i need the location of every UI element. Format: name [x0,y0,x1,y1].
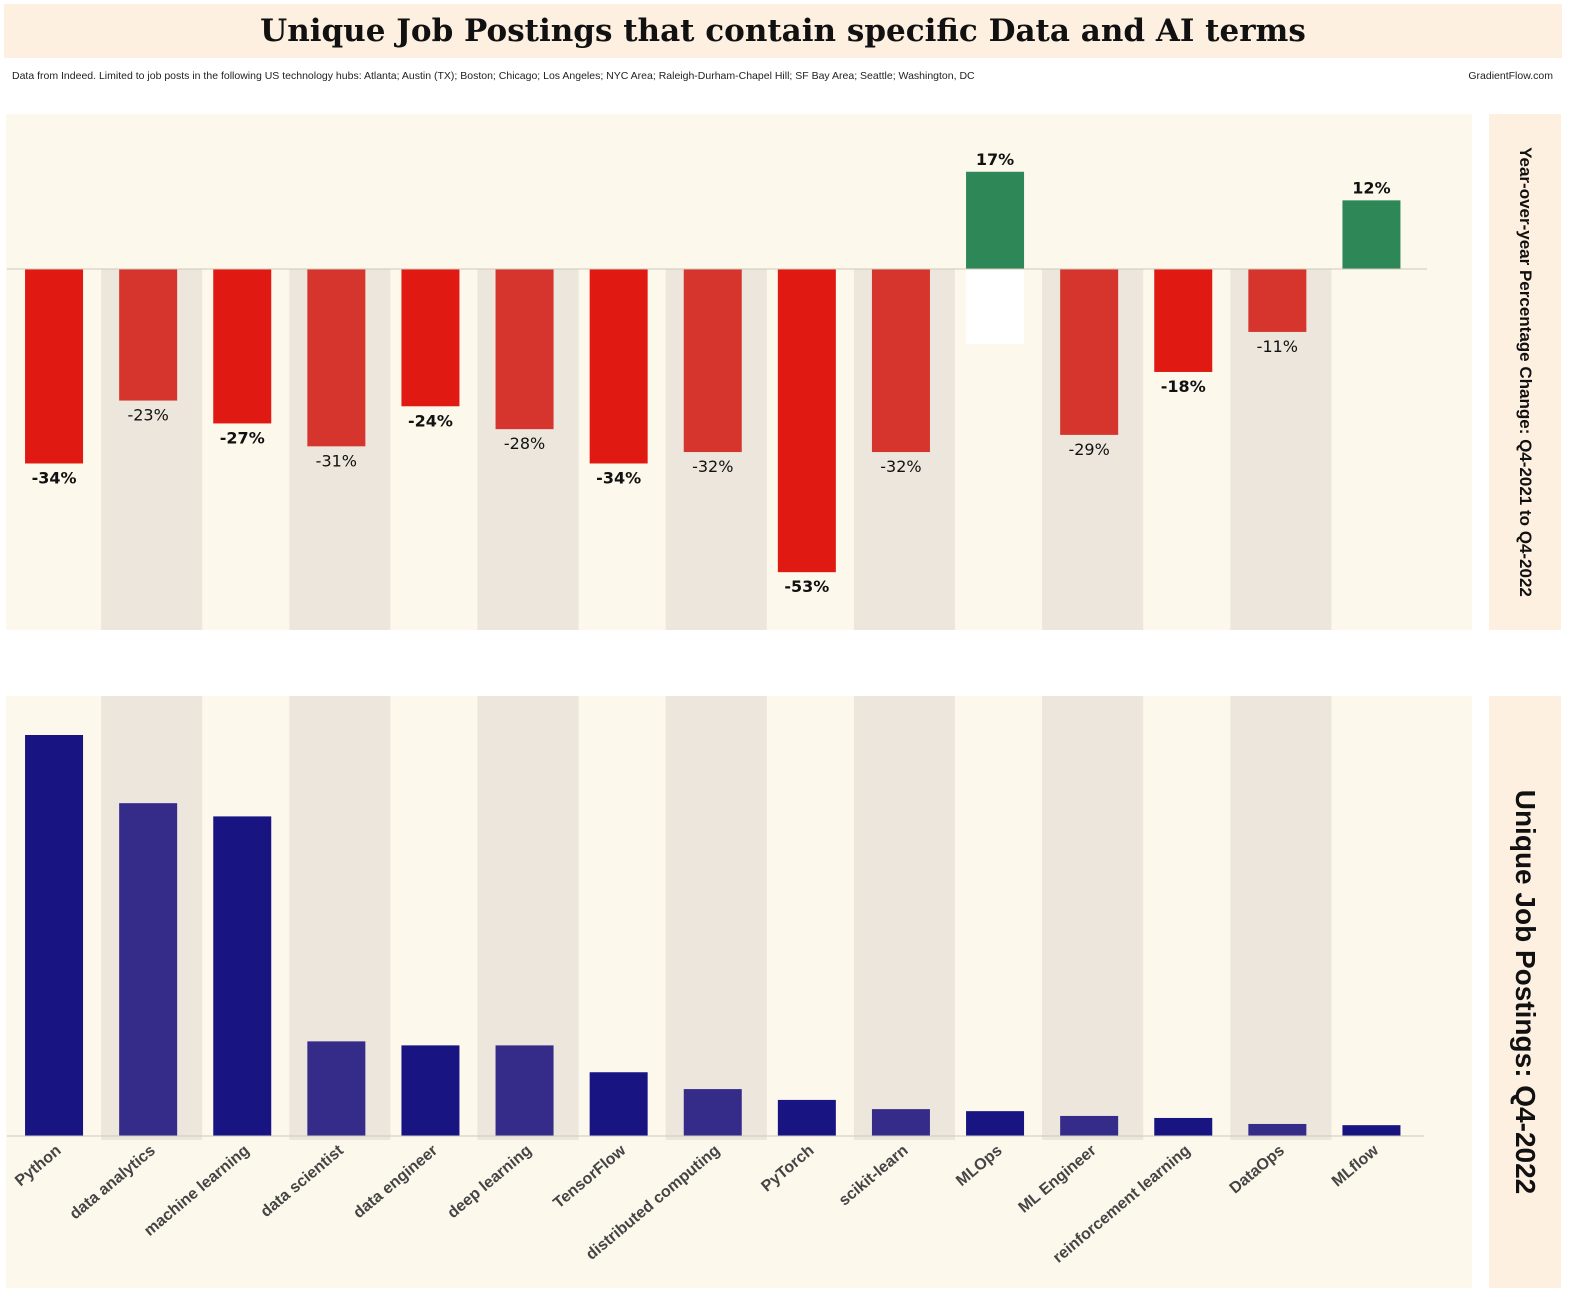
postings-bar-data-scientist [307,1041,366,1136]
yoy-label-machine-learning: -27% [220,428,265,447]
yoy-label-distributed-computing: -32% [692,457,733,476]
postings-bar-data-engineer [401,1045,460,1136]
credit: GradientFlow.com [1468,70,1553,82]
yoy-bar-data-analytics [119,269,178,401]
yoy-bar-machine-learning [213,269,272,424]
yoy-bar-python [25,269,84,464]
category-label-pytorch: PyTorch [758,1142,817,1195]
category-label-ml-engineer: ML Engineer [1015,1142,1099,1217]
yoy-bar-pytorch [777,269,836,573]
postings-bar-mlops [966,1111,1025,1136]
category-label-data-engineer: data engineer [350,1142,441,1222]
yoy-label-mlflow: 12% [1352,178,1390,197]
yoy-label-data-analytics: -23% [127,406,168,425]
postings-band [853,696,955,1140]
yoy-bar-scikit-learn [871,269,930,453]
yoy-bar-ml-engineer [1060,269,1119,435]
yoy-bar-data-scientist [307,269,366,447]
category-label-data-analytics: data analytics [67,1142,159,1223]
postings-bar-ml-engineer [1060,1115,1119,1136]
postings-bar-tensorflow [589,1072,648,1136]
yoy-bar-tensorflow [589,269,648,464]
postings-bar-dataops [1248,1123,1307,1136]
yoy-label-deep-learning: -28% [504,434,545,453]
yoy-bar-mlops [966,171,1025,269]
postings-bar-pytorch [777,1099,836,1136]
postings-bar-reinforcement-learning [1154,1117,1213,1136]
title-bar: Unique Job Postings that contain specifi… [4,4,1562,58]
mlops-blank-patch [966,269,1025,344]
postings-band [665,696,767,1140]
source-note: Data from Indeed. Limited to job posts i… [12,70,975,82]
category-label-data-scientist: data scientist [258,1142,348,1221]
yoy-bar-deep-learning [495,269,554,430]
yoy-label-dataops: -11% [1257,337,1298,356]
postings-bar-mlflow [1342,1125,1401,1136]
postings-bar-python [25,735,84,1136]
postings-bar-machine-learning [213,816,272,1136]
category-label-dataops: DataOps [1227,1142,1288,1197]
category-label-tensorflow: TensorFlow [550,1142,629,1212]
yoy-label-data-engineer: -24% [408,411,453,430]
yoy-bar-distributed-computing [683,269,742,453]
yoy-label-scikit-learn: -32% [880,457,921,476]
category-label-machine-learning: machine learning [141,1142,253,1240]
postings-bar-deep-learning [495,1045,554,1136]
yoy-label-mlops: 17% [976,150,1014,169]
postings-side-panel: Unique Job Postings: Q4-2022 [1489,696,1561,1288]
yoy-label-python: -34% [32,468,77,487]
yoy-bar-reinforcement-learning [1154,269,1213,372]
yoy-bar-data-engineer [401,269,460,407]
yoy-label-pytorch: -53% [784,577,829,596]
category-label-python: Python [12,1142,64,1190]
yoy-label-reinforcement-learning: -18% [1161,377,1206,396]
yoy-bar-dataops [1248,269,1307,332]
yoy-label-tensorflow: -34% [596,468,641,487]
category-label-mlflow: MLflow [1329,1142,1383,1191]
postings-bar-scikit-learn [871,1109,930,1136]
postings-band [1230,696,1332,1140]
yoy-bar-mlflow [1342,200,1401,269]
yoy-label-data-scientist: -31% [316,451,357,470]
yoy-side-panel: Year-over-year Percentage Change: Q4-202… [1489,114,1561,630]
postings-band [1042,696,1144,1140]
postings-bar-data-analytics [119,803,178,1136]
category-label-deep-learning: deep learning [445,1142,536,1222]
chart-title: Unique Job Postings that contain specifi… [260,13,1306,49]
category-label-mlops: MLOps [953,1142,1006,1190]
yoy-label-ml-engineer: -29% [1068,440,1109,459]
category-label-scikit-learn: scikit-learn [836,1142,912,1209]
postings-bar-distributed-computing [683,1089,742,1136]
